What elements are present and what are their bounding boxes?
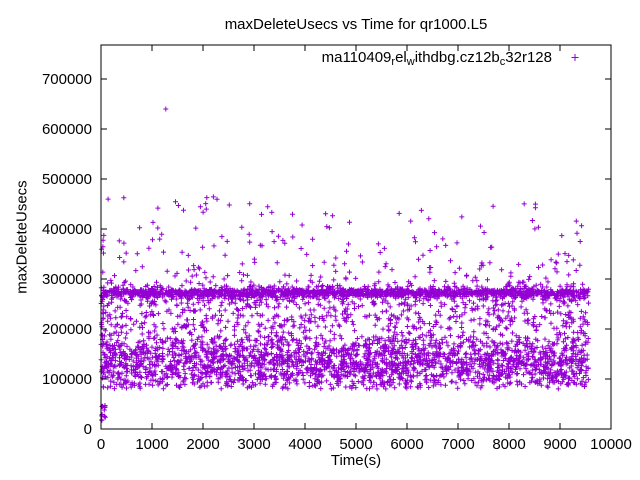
x-tick-label: 7000 bbox=[441, 436, 474, 453]
x-tick-label: 3000 bbox=[237, 436, 270, 453]
chart-title: maxDeleteUsecs vs Time for qr1000.L5 bbox=[224, 16, 488, 33]
legend-plus-marker-icon bbox=[571, 54, 579, 61]
scatter-points bbox=[98, 106, 592, 423]
x-tick-label: 0 bbox=[97, 436, 105, 453]
x-tick-label: 9000 bbox=[543, 436, 576, 453]
x-tick-label: 2000 bbox=[186, 436, 219, 453]
x-tick-label: 6000 bbox=[390, 436, 423, 453]
y-tick-label: 100000 bbox=[42, 371, 92, 388]
x-tick-label: 8000 bbox=[492, 436, 525, 453]
x-tick-label: 4000 bbox=[288, 436, 321, 453]
y-tick-label: 600000 bbox=[42, 121, 92, 138]
x-tick-label: 10000 bbox=[590, 436, 632, 453]
y-tick-label: 700000 bbox=[42, 71, 92, 88]
y-axis-label: maxDeleteUsecs bbox=[13, 180, 31, 294]
y-tick-label: 500000 bbox=[42, 171, 92, 188]
x-axis-label: Time(s) bbox=[330, 452, 382, 469]
y-tick-label: 300000 bbox=[42, 271, 92, 288]
x-tick-label: 1000 bbox=[135, 436, 168, 453]
y-tick-label: 0 bbox=[84, 421, 92, 438]
legend-entry-label: ma110409relwithdbg.cz12bc32r128 bbox=[322, 49, 552, 68]
y-tick-label: 400000 bbox=[42, 221, 92, 238]
x-tick-label: 5000 bbox=[339, 436, 372, 453]
y-tick-label: 200000 bbox=[42, 321, 92, 338]
